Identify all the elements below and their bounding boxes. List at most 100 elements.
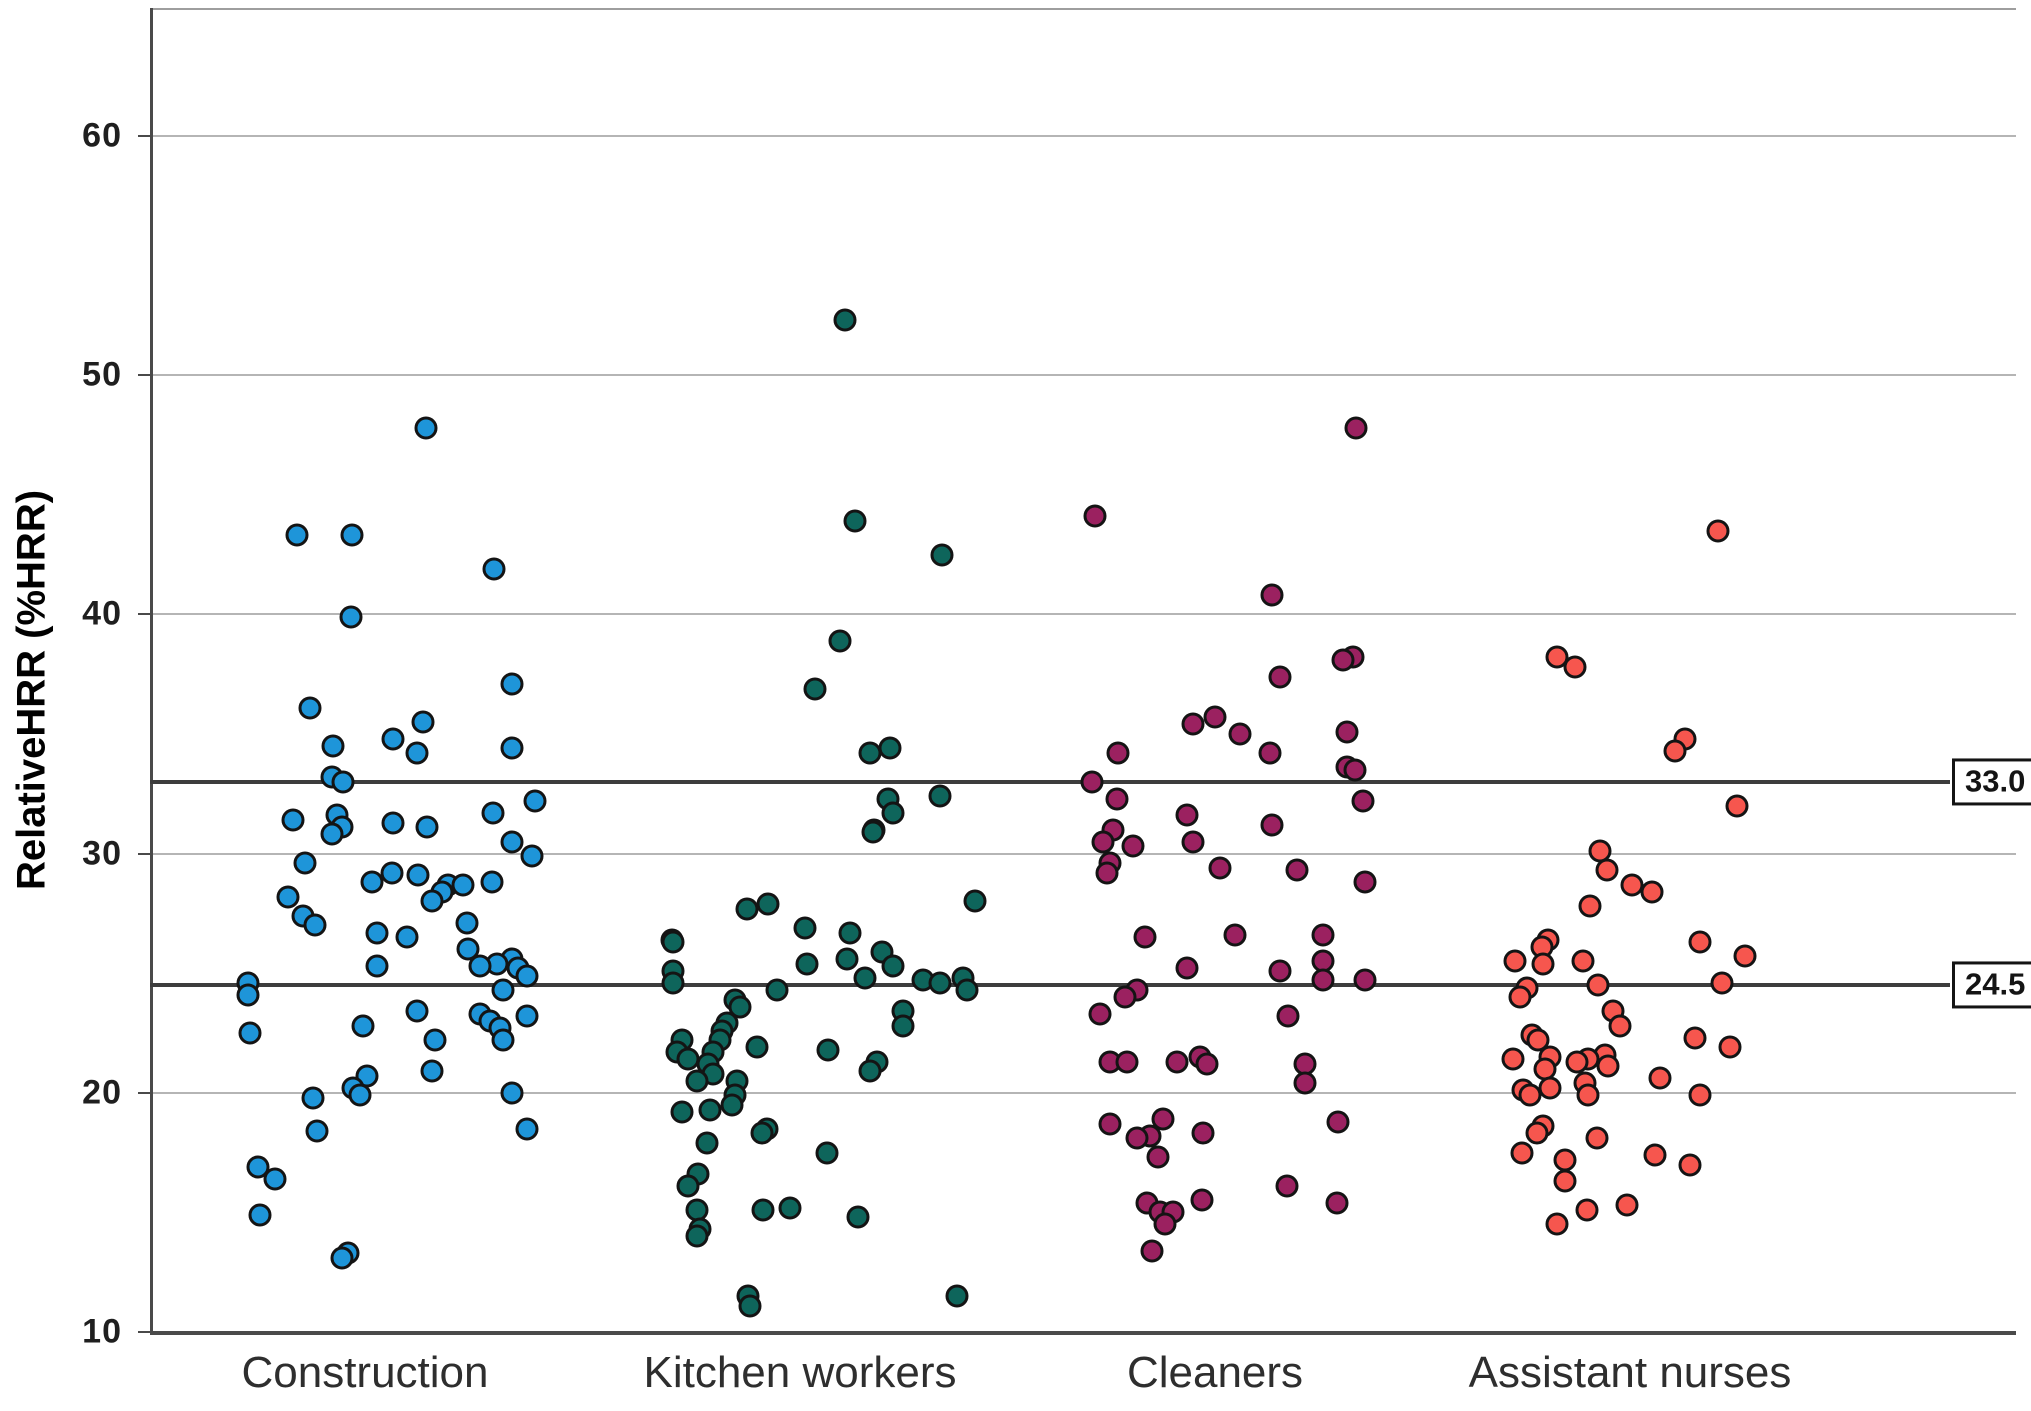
data-point (1578, 894, 1602, 918)
data-point (1175, 803, 1199, 827)
reference-line-label: 33.0 (1952, 758, 2031, 806)
data-point (515, 964, 539, 988)
data-point (858, 1059, 882, 1083)
x-category-label: Kitchen workers (643, 1348, 957, 1397)
data-point (1525, 1121, 1549, 1145)
data-point (520, 844, 544, 868)
data-point (515, 1004, 539, 1028)
data-point (1260, 583, 1284, 607)
data-point (698, 1098, 722, 1122)
data-point (1268, 665, 1292, 689)
data-point (523, 789, 547, 813)
data-point (285, 523, 309, 547)
data-point (1326, 1110, 1350, 1133)
data-point (815, 1141, 839, 1165)
y-tick (138, 852, 150, 855)
y-tick-label: 40 (82, 594, 122, 633)
data-point (1223, 923, 1247, 947)
data-point (930, 543, 954, 567)
data-point (1083, 504, 1107, 528)
data-point (276, 885, 300, 909)
data-point (1325, 1191, 1349, 1215)
data-point (1663, 739, 1687, 763)
data-point (1678, 1153, 1702, 1177)
data-point (468, 954, 492, 978)
x-category-label: Assistant nurses (1468, 1348, 1792, 1397)
data-point (1285, 858, 1309, 882)
y-tick-label: 60 (82, 116, 122, 155)
data-point (1733, 944, 1757, 968)
data-point (395, 925, 419, 949)
data-point (695, 1131, 719, 1155)
data-point (238, 1021, 262, 1045)
data-point (1710, 971, 1734, 995)
data-point (1648, 1066, 1672, 1090)
data-point (1121, 834, 1145, 858)
data-point (720, 1093, 744, 1117)
data-point (491, 978, 515, 1002)
data-point (795, 952, 819, 976)
data-point (861, 820, 885, 844)
data-point (451, 873, 475, 897)
data-point (858, 741, 882, 765)
data-point (331, 770, 355, 794)
data-point (1575, 1198, 1599, 1222)
data-point (1091, 830, 1115, 854)
data-point (303, 913, 327, 937)
data-point (685, 1224, 709, 1248)
data-point (1531, 952, 1555, 976)
data-point (955, 978, 979, 1002)
reference-line (150, 779, 1950, 784)
data-point (670, 1100, 694, 1124)
data-point (1538, 1076, 1562, 1100)
y-axis-line (150, 8, 153, 1334)
data-point (1688, 1083, 1712, 1107)
data-point (1105, 787, 1129, 811)
data-point (1586, 973, 1610, 997)
data-point (281, 808, 305, 832)
data-point (380, 861, 404, 885)
data-point (411, 710, 435, 734)
data-point (320, 822, 344, 846)
data-point (263, 1167, 287, 1191)
y-gridline (150, 374, 2016, 377)
data-point (846, 1205, 870, 1229)
data-point (945, 1284, 969, 1308)
y-tick-label: 50 (82, 355, 122, 394)
data-point (676, 1174, 700, 1198)
data-point (480, 870, 504, 894)
data-point (745, 1035, 769, 1059)
data-point (750, 1121, 774, 1145)
data-point (236, 983, 260, 1007)
y-tick-label: 30 (82, 834, 122, 873)
data-point (833, 308, 857, 332)
data-point (1133, 925, 1157, 949)
data-point (406, 863, 430, 887)
data-point (1153, 1212, 1177, 1236)
data-point (685, 1069, 709, 1093)
data-point (340, 523, 364, 547)
data-point (1115, 1050, 1139, 1074)
data-point (360, 870, 384, 894)
data-point (661, 971, 685, 995)
data-point (793, 916, 817, 940)
data-point (381, 811, 405, 834)
data-point (928, 971, 952, 995)
data-point (1501, 1047, 1525, 1071)
data-point (420, 1059, 444, 1083)
data-point (1311, 968, 1335, 992)
data-point (765, 978, 789, 1002)
data-point (1191, 1121, 1215, 1145)
y-tick (138, 1091, 150, 1094)
data-point (756, 892, 780, 916)
data-point (1344, 416, 1368, 440)
data-point (1106, 741, 1130, 765)
y-gridline (150, 135, 2016, 137)
data-point (853, 966, 877, 990)
data-point (878, 736, 902, 760)
data-point (1640, 880, 1664, 904)
data-point (881, 801, 905, 825)
data-point (405, 741, 429, 765)
data-point (351, 1014, 375, 1038)
